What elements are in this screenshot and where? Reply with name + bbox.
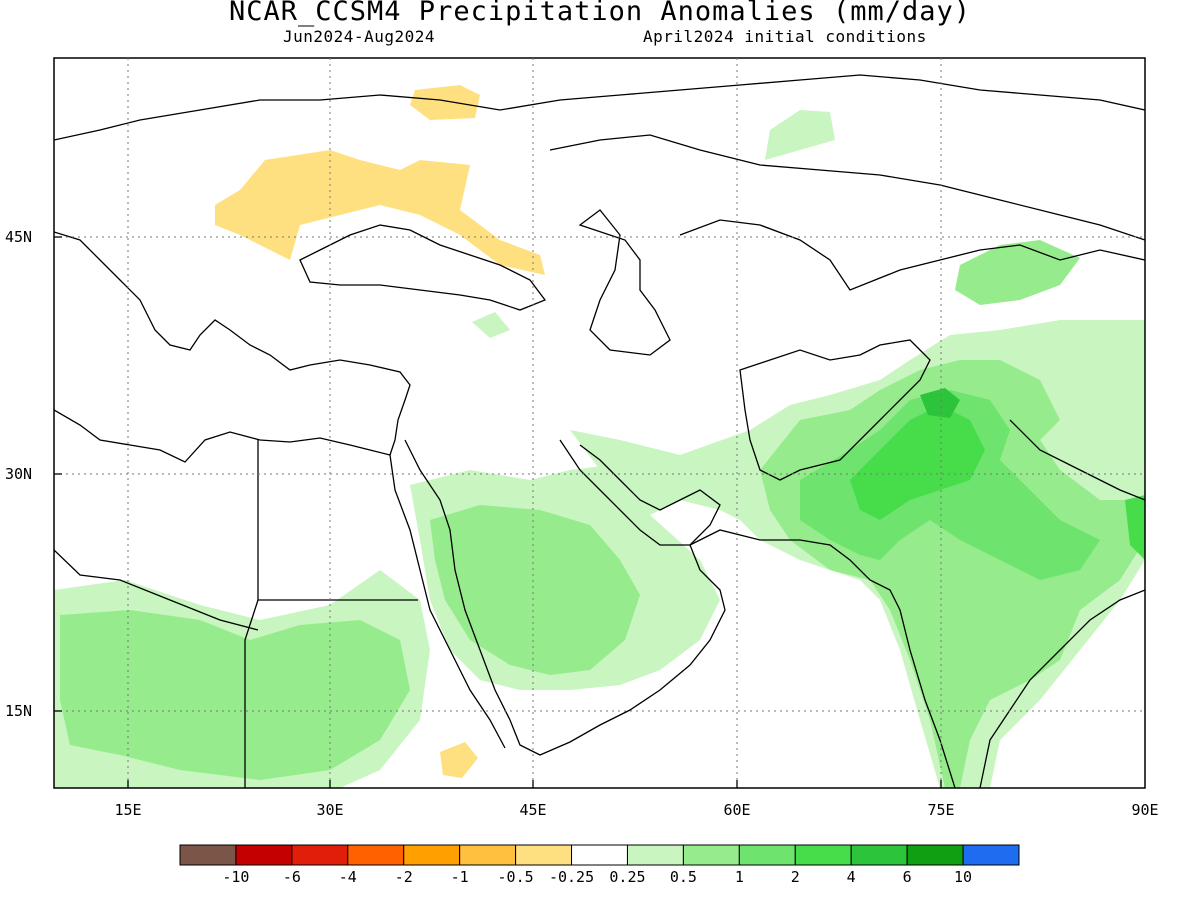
lon-label-75e: 75E (927, 801, 954, 819)
lon-label-60e: 60E (723, 801, 750, 819)
legend-swatch (180, 845, 236, 865)
legend-swatch (292, 845, 348, 865)
wet-patch-xinjiang (955, 240, 1080, 305)
wet-patch-caucasus (472, 312, 510, 338)
color-legend: -10 -6 -4 -2 -1 -0.5 -0.25 0.25 0.5 1 2 4 6 10 (180, 845, 1019, 886)
coast-black-sea (300, 225, 545, 310)
legend-label: -6 (283, 868, 301, 886)
legend-label: 10 (954, 868, 972, 886)
legend-label: -0.25 (549, 868, 594, 886)
legend-swatch (795, 845, 851, 865)
lon-label-45e: 45E (519, 801, 546, 819)
lon-label-15e: 15E (114, 801, 141, 819)
legend-label: -2 (395, 868, 413, 886)
border-russia-north (54, 75, 1145, 140)
lat-label-30n: 30N (5, 465, 32, 483)
legend-swatch (404, 845, 460, 865)
lon-label-90e: 90E (1131, 801, 1158, 819)
legend-swatch (907, 845, 963, 865)
legend-label: -4 (339, 868, 357, 886)
legend-swatch (236, 845, 292, 865)
legend-label: -10 (222, 868, 249, 886)
legend-swatch (963, 845, 1019, 865)
legend-swatch (739, 845, 795, 865)
legend-swatch (683, 845, 739, 865)
legend-swatch (572, 845, 628, 865)
legend-label: 0.5 (670, 868, 697, 886)
legend-label: 2 (791, 868, 800, 886)
border-central-asia (680, 220, 1145, 290)
wet-patch-kazakhstan (765, 110, 835, 160)
coast-mediterranean-north (54, 232, 410, 455)
dry-patch-eastern-europe (215, 150, 545, 275)
lat-label-15n: 15N (5, 702, 32, 720)
dry-patch-ethiopia (440, 742, 478, 778)
legend-label: -0.5 (498, 868, 534, 886)
legend-swatch (851, 845, 907, 865)
legend-label: 6 (903, 868, 912, 886)
legend-label: -1 (451, 868, 469, 886)
legend-swatch (627, 845, 683, 865)
legend-swatch (348, 845, 404, 865)
dry-patch-russia (410, 85, 480, 120)
lat-label-45n: 45N (5, 228, 32, 246)
coast-mediterranean-south (54, 410, 390, 462)
border-kazakhstan-south (550, 135, 1145, 240)
lon-label-30e: 30E (316, 801, 343, 819)
coast-caspian (580, 210, 670, 355)
legend-label: 0.25 (609, 868, 645, 886)
legend-swatch (516, 845, 572, 865)
legend-swatch (460, 845, 516, 865)
legend-label: 4 (847, 868, 856, 886)
legend-label: 1 (735, 868, 744, 886)
